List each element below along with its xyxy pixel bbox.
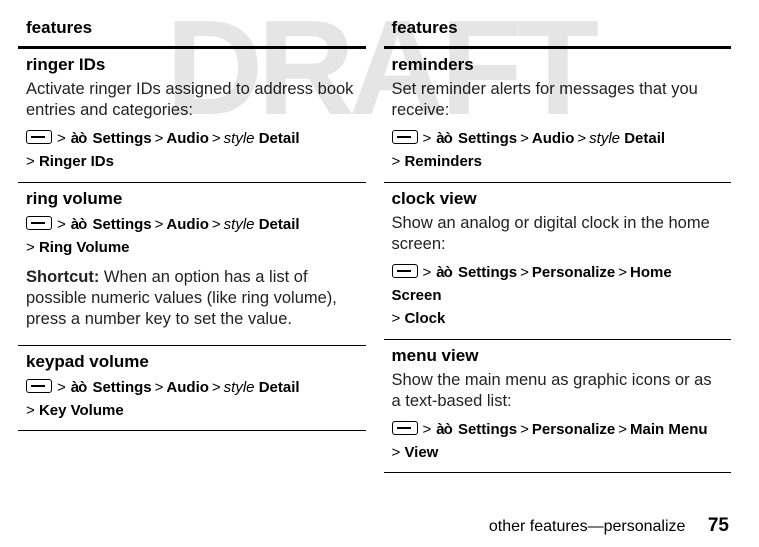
nav-end: Ring Volume <box>39 239 130 256</box>
section-title: reminders <box>392 55 724 75</box>
nav-detail: Detail <box>259 130 300 147</box>
nav-audio: Audio <box>166 130 209 147</box>
menu-button-icon <box>26 130 52 144</box>
nav-settings: Settings <box>458 130 517 147</box>
section-desc: Set reminder alerts for messages that yo… <box>392 79 724 121</box>
nav-settings: Settings <box>92 130 151 147</box>
nav-path: >àò Settings>Audio>style Detail > Ring V… <box>26 213 358 260</box>
section-desc: Show the main menu as graphic icons or a… <box>392 370 724 412</box>
nav-style: style <box>224 130 255 147</box>
section-title: clock view <box>392 189 724 209</box>
nav-settings: Settings <box>458 264 517 281</box>
section-title: menu view <box>392 346 724 366</box>
menu-button-icon <box>26 216 52 230</box>
section-title: ringer IDs <box>26 55 358 75</box>
nav-personalize: Personalize <box>532 421 615 438</box>
nav-personalize: Personalize <box>532 264 615 281</box>
menu-button-icon <box>392 130 418 144</box>
right-row-0: reminders Set reminder alerts for messag… <box>384 48 732 183</box>
shortcut-label: Shortcut: <box>26 268 99 286</box>
nav-path: >àò Settings>Audio>style Detail > Ringer… <box>26 127 358 174</box>
nav-style: style <box>589 130 620 147</box>
nav-path: >àò Settings>Personalize>Home Screen > C… <box>392 261 724 331</box>
menu-button-icon <box>392 264 418 278</box>
left-table: features ringer IDs Activate ringer IDs … <box>18 12 366 431</box>
nav-settings: Settings <box>458 421 517 438</box>
section-desc: Activate ringer IDs assigned to address … <box>26 79 358 121</box>
nav-path: >àò Settings>Personalize>Main Menu > Vie… <box>392 418 724 465</box>
nav-end: Clock <box>404 310 445 327</box>
right-column: features reminders Set reminder alerts f… <box>384 12 732 473</box>
nav-detail: Detail <box>624 130 665 147</box>
left-row-2: keypad volume >àò Settings>Audio>style D… <box>18 345 366 431</box>
nav-path: >àò Settings>Audio>style Detail > Remind… <box>392 127 724 174</box>
menu-button-icon <box>392 421 418 435</box>
section-title: keypad volume <box>26 352 358 372</box>
left-row-1: ring volume >àò Settings>Audio>style Det… <box>18 182 366 345</box>
nav-end: Ringer IDs <box>39 153 114 170</box>
right-table: features reminders Set reminder alerts f… <box>384 12 732 473</box>
nav-detail: Detail <box>259 216 300 233</box>
nav-mainmenu: Main Menu <box>630 421 708 438</box>
left-header: features <box>18 12 366 48</box>
right-row-1: clock view Show an analog or digital clo… <box>384 182 732 339</box>
tools-icon: àò <box>71 130 87 147</box>
nav-settings: Settings <box>92 216 151 233</box>
nav-style: style <box>224 379 255 396</box>
tools-icon: àò <box>436 421 452 438</box>
left-column: features ringer IDs Activate ringer IDs … <box>18 12 366 473</box>
section-title: ring volume <box>26 189 358 209</box>
right-row-2: menu view Show the main menu as graphic … <box>384 339 732 473</box>
page-content: features ringer IDs Activate ringer IDs … <box>0 0 759 473</box>
nav-end: Key Volume <box>39 402 124 419</box>
left-row-0: ringer IDs Activate ringer IDs assigned … <box>18 48 366 183</box>
tools-icon: àò <box>436 130 452 147</box>
gt-icon: > <box>57 130 66 147</box>
nav-style: style <box>224 216 255 233</box>
right-header: features <box>384 12 732 48</box>
shortcut-text: Shortcut: When an option has a list of p… <box>26 267 358 330</box>
nav-audio: Audio <box>532 130 575 147</box>
nav-end: Reminders <box>404 153 482 170</box>
section-desc: Show an analog or digital clock in the h… <box>392 213 724 255</box>
nav-audio: Audio <box>166 379 209 396</box>
nav-end: View <box>404 444 438 461</box>
nav-path: >àò Settings>Audio>style Detail > Key Vo… <box>26 376 358 423</box>
page-footer: other features—personalize 75 <box>489 515 729 537</box>
menu-button-icon <box>26 379 52 393</box>
tools-icon: àò <box>71 379 87 396</box>
nav-audio: Audio <box>166 216 209 233</box>
tools-icon: àò <box>436 264 452 281</box>
tools-icon: àò <box>71 216 87 233</box>
footer-text: other features—personalize <box>489 518 686 535</box>
page-number: 75 <box>708 515 729 536</box>
nav-settings: Settings <box>92 379 151 396</box>
nav-detail: Detail <box>259 379 300 396</box>
